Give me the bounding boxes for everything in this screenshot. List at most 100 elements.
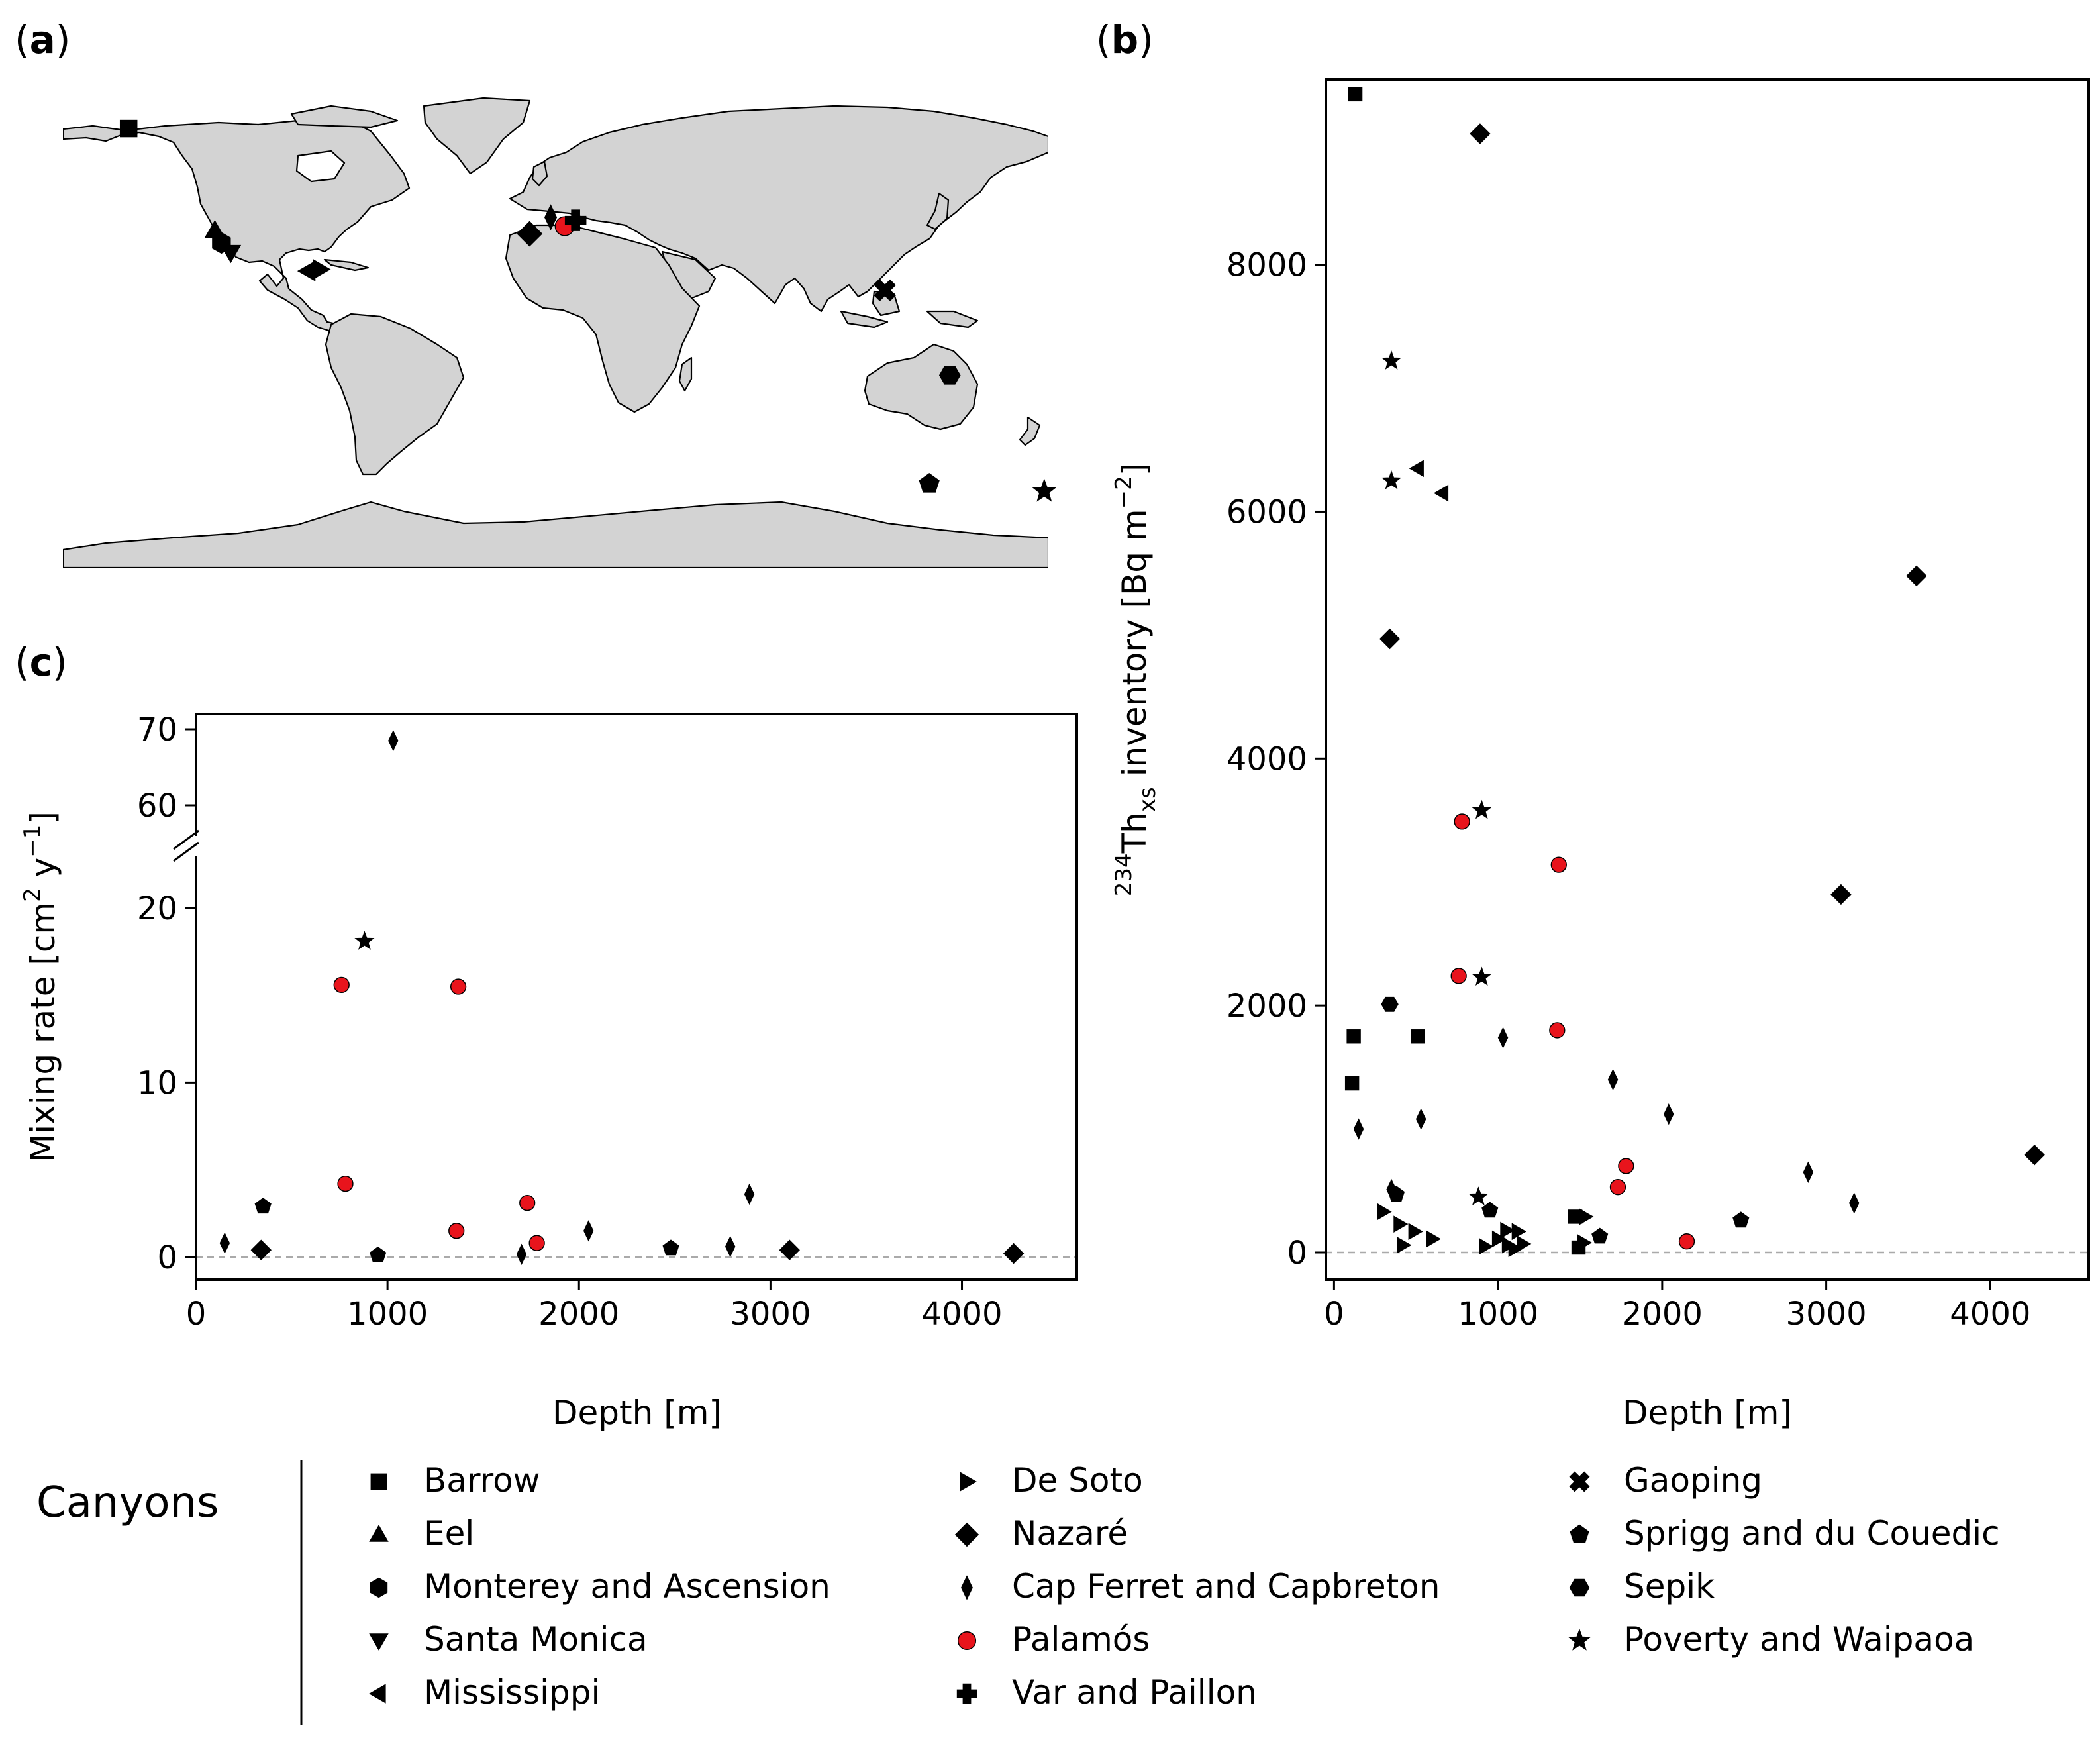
legend-marker-palamos: [957, 1631, 977, 1651]
map-land-eurasia: [509, 105, 1048, 313]
legend-label-cap-ferret-and-capbreton: Cap Ferret and Capbreton: [1012, 1567, 1440, 1606]
panel-b-y-ticks: 0 2000 4000 6000 8000: [1226, 247, 1326, 1272]
panel-c-point-sprigg-and-du-couedic: [370, 1246, 387, 1262]
panel-c-point-cap-ferret-and-capbreton: [725, 1235, 736, 1258]
panel-c-x-tick-label: 0: [186, 1296, 207, 1333]
map-marker-santa-monica: [220, 244, 242, 264]
panel-b-frame: [1325, 78, 2090, 1281]
panel-b-point-barrow: [1411, 1029, 1425, 1044]
panel-b-point-cap-ferret-and-capbreton: [1848, 1192, 1860, 1214]
panel-c-point-nazare: [779, 1239, 801, 1260]
panel-b-y-tick-label: 0: [1287, 1235, 1307, 1272]
map-marker-sprigg-and-du-couedic: [919, 472, 940, 493]
legend-marker-mississippi: [368, 1684, 386, 1704]
panel-b-point-poverty-and-waipaoa: [1468, 1186, 1489, 1205]
panel-b-point-palamos: [1549, 1022, 1566, 1039]
panel-b-point-barrow: [1348, 87, 1363, 102]
panel-c-point-palamos: [450, 978, 467, 995]
panel-c-chart: 0 1000 2000 3000 4000 0 10 20 60 70 Depth [m] Mi…: [19, 711, 1078, 1432]
panel-b-y-tick-label: 2000: [1226, 988, 1307, 1025]
panel-b-point-poverty-and-waipaoa: [1381, 350, 1402, 370]
panel-b-point-poverty-and-waipaoa: [1472, 966, 1492, 986]
panel-c-x-tick-label: 4000: [921, 1296, 1002, 1333]
panel-b-point-palamos: [1450, 968, 1467, 984]
map-land-cuba: [323, 258, 370, 272]
panel-c-point-palamos: [448, 1223, 465, 1239]
panel-c-x-tick-label: 3000: [730, 1296, 811, 1333]
panel-b-point-de-soto: [1377, 1203, 1392, 1221]
panel-c-x-tick-label: 2000: [538, 1296, 619, 1333]
panel-c-point-cap-ferret-and-capbreton: [219, 1232, 230, 1254]
panel-b-point-de-soto: [1491, 1230, 1507, 1248]
panel-b-point-palamos: [1618, 1158, 1634, 1174]
panel-b-point-sprigg-and-du-couedic: [1591, 1227, 1609, 1244]
panel-b-x-tick-label: 0: [1324, 1296, 1344, 1333]
panel-c-points: [219, 730, 1025, 1265]
panel-b-point-de-soto: [1408, 1223, 1423, 1241]
legend-marker-sprigg-and-du-couedic: [1570, 1524, 1589, 1543]
panel-b-x-tick-label: 4000: [1950, 1296, 2030, 1333]
panel-c-axis-break: [172, 829, 199, 862]
map-land-australia: [864, 343, 979, 431]
legend-label-palamos: Palamós: [1012, 1620, 1150, 1659]
panel-c-point-cap-ferret-and-capbreton: [516, 1243, 527, 1265]
legend-marker-gaoping: [1569, 1471, 1590, 1492]
panel-b-point-nazare: [1470, 123, 1491, 144]
panel-c-label: (c): [15, 640, 68, 685]
panel-b-y-tick-label: 4000: [1226, 741, 1307, 778]
map-land-japan: [926, 192, 950, 230]
panel-b-y-label: 234Thxs inventory [Bq m−2]: [1111, 463, 1161, 897]
panel-c-point-nazare: [250, 1239, 272, 1260]
panel-c-break-mark: [173, 841, 199, 862]
panel-b-y-tick-label: 6000: [1226, 493, 1307, 531]
panel-c-x-ticks: 0 1000 2000 3000 4000: [186, 1280, 1003, 1333]
panel-b-point-de-soto: [1426, 1230, 1442, 1248]
legend-marker-eel: [369, 1524, 389, 1542]
panel-c-point-cap-ferret-and-capbreton: [388, 730, 399, 752]
panel-b-point-barrow: [1346, 1029, 1361, 1044]
map-land-uk: [531, 160, 548, 187]
map-hudson-bay: [295, 150, 346, 183]
panel-c-y-tick-label: 60: [137, 788, 177, 825]
map-marker-nazare: [517, 221, 543, 247]
legend-label-santa-monica: Santa Monica: [424, 1620, 648, 1659]
panel-b-x-tick-label: 2000: [1622, 1296, 1703, 1333]
legend-label-barrow: Barrow: [424, 1461, 540, 1500]
panel-c-y-tick-label: 10: [137, 1064, 177, 1101]
legend-marker-santa-monica: [369, 1633, 389, 1651]
legend-label-sprigg-and-du-couedic: Sprigg and du Couedic: [1624, 1514, 2000, 1553]
panel-b-point-cap-ferret-and-capbreton: [1664, 1103, 1674, 1125]
map-marker-var-and-paillon: [564, 209, 587, 231]
panel-b-point-cap-ferret-and-capbreton: [1607, 1068, 1619, 1091]
map-land-arctic-islands: [290, 105, 399, 128]
panel-b-point-nazare: [1830, 884, 1852, 905]
map-land-new-guinea: [926, 310, 979, 329]
panel-b-point-palamos: [1609, 1179, 1626, 1196]
panel-c-y-tick-label: 0: [157, 1239, 177, 1276]
panel-b-x-label: Depth [m]: [1623, 1394, 1792, 1432]
map-marker-de-soto: [313, 258, 331, 280]
panel-b-point-de-soto: [1579, 1208, 1594, 1225]
panel-c-point-nazare: [1003, 1243, 1025, 1264]
panel-c-y-tick-label: 70: [137, 711, 177, 748]
panel-c-point-cap-ferret-and-capbreton: [583, 1220, 594, 1242]
panel-c-point-palamos: [528, 1235, 545, 1251]
map-land-africa: [505, 224, 701, 413]
panel-b-point-poverty-and-waipaoa: [1381, 470, 1402, 489]
panel-b-x-tick-label: 1000: [1458, 1296, 1538, 1333]
legend-marker-var-and-paillon: [956, 1683, 977, 1704]
panel-b-point-de-soto: [1500, 1221, 1515, 1239]
panel-b-point-mississippi: [1409, 460, 1424, 478]
panel-c-point-palamos: [337, 1175, 354, 1192]
panel-b-point-nazare: [2024, 1144, 2045, 1166]
panel-c-point-sprigg-and-du-couedic: [662, 1239, 679, 1256]
panel-c-y-tick-label: 20: [137, 890, 177, 927]
legend-entries: Barrow Eel Monterey and Ascension Santa Mon…: [368, 1461, 2000, 1712]
legend-marker-sepik: [1569, 1578, 1590, 1597]
panel-b-point-sprigg-and-du-couedic: [1387, 1186, 1405, 1202]
world-map: [63, 87, 1057, 568]
legend-label-nazare: Nazaré: [1012, 1514, 1128, 1553]
panel-b-point-cap-ferret-and-capbreton: [1803, 1161, 1814, 1183]
legend-marker-barrow: [370, 1473, 387, 1490]
